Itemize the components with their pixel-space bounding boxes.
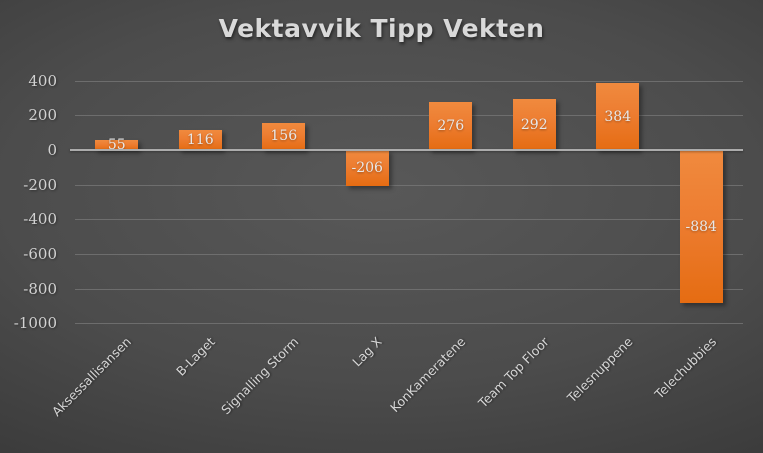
bar: 156 — [262, 122, 306, 150]
gridline — [75, 80, 743, 82]
gridline — [75, 253, 743, 255]
bar-data-label: 156 — [270, 128, 298, 145]
bar-data-label: -884 — [685, 218, 717, 235]
bar-data-label: 384 — [604, 108, 632, 125]
y-axis-tick-label: 400 — [28, 71, 57, 90]
y-axis-tick-label: 200 — [28, 106, 57, 125]
bar: 116 — [178, 129, 222, 150]
bar-data-label: 276 — [437, 118, 465, 135]
x-category-label: Signalling Storm — [218, 334, 302, 418]
x-category-label: Telesnuppene — [564, 334, 636, 406]
y-axis-tick-label: 0 — [47, 141, 57, 159]
gridline — [75, 323, 743, 325]
bar-data-label: 292 — [520, 116, 548, 133]
bar: 384 — [596, 83, 640, 150]
gridline — [75, 288, 743, 290]
x-category-label: Aksessallisansen — [49, 334, 135, 420]
gridline — [75, 115, 743, 117]
bar: 276 — [429, 102, 473, 150]
gridline — [75, 219, 743, 221]
chart-title: Vektavvik Tipp Vekten — [218, 14, 545, 43]
gridline — [75, 184, 743, 186]
bar-data-label: -206 — [351, 159, 383, 176]
y-axis-tick-label: -1000 — [13, 314, 57, 333]
y-axis-tick-label: -400 — [23, 210, 57, 229]
x-category-label: Telechubbies — [651, 334, 719, 402]
bar-data-label: 55 — [107, 137, 126, 154]
x-category-label: KonKameratene — [387, 334, 469, 416]
bar-data-label: 116 — [186, 131, 214, 148]
bar: 292 — [512, 99, 556, 150]
zero-axis-line — [70, 149, 743, 151]
y-axis-tick-label: -600 — [23, 244, 57, 263]
bar: -206 — [345, 150, 389, 186]
y-axis-tick-label: -200 — [23, 175, 57, 194]
bar: 55 — [95, 137, 139, 154]
x-category-label: B-Laget — [173, 334, 218, 379]
y-axis-tick-label: -800 — [23, 279, 57, 298]
x-category-label: Lag X — [349, 334, 385, 370]
x-category-label: Team Top Floor — [475, 334, 552, 411]
bar: -884 — [679, 150, 723, 304]
